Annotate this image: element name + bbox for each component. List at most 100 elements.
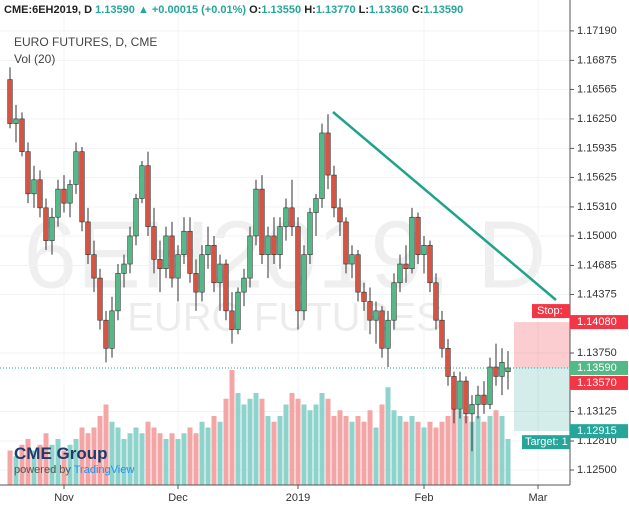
volume-bar [199, 421, 205, 485]
volume-bar [97, 416, 103, 485]
volume-bar [205, 427, 211, 485]
volume-bar [49, 444, 55, 485]
y-tick-label: 1.13750 [577, 347, 617, 359]
candle-body [115, 273, 121, 312]
volume-bar [115, 427, 121, 485]
candle-body [463, 380, 469, 415]
price-tag-label: 1.13570 [577, 377, 617, 389]
candle-body [271, 235, 277, 255]
volume-bar [43, 433, 49, 485]
volume-bar [169, 433, 175, 485]
volume-bar [151, 427, 157, 485]
candle-body [139, 165, 145, 199]
candle-body [361, 291, 367, 302]
volume-bar [229, 370, 235, 485]
candle-body [61, 188, 67, 204]
ohlc-key: C: [411, 4, 424, 16]
trend-line [332, 111, 557, 301]
y-tick-label: 1.16250 [577, 113, 617, 125]
legend: EURO FUTURES, D, CME Vol (20) [14, 34, 157, 68]
y-tick-label: 1.16875 [577, 54, 617, 66]
volume-bar [91, 427, 97, 485]
volume-bar [139, 433, 145, 485]
last-price: 1.13590 [95, 4, 135, 16]
candle-body [109, 310, 115, 349]
candle-body [301, 254, 307, 312]
volume-bar [397, 416, 403, 485]
candle-body [319, 132, 325, 199]
volume-name: Vol (20) [14, 52, 56, 66]
volume-bar [505, 439, 511, 485]
platform: TradingView [73, 464, 135, 476]
candle-body [235, 291, 241, 330]
candle-body [199, 254, 205, 293]
candle-body [343, 221, 349, 265]
candle-body [217, 263, 223, 284]
volume-bar [391, 410, 397, 485]
y-tick-label: 1.15625 [577, 171, 617, 183]
candles [7, 67, 511, 452]
candle-body [163, 235, 169, 270]
volume-bar [13, 456, 19, 485]
candle-body [145, 165, 151, 227]
candle-body [493, 366, 499, 377]
candle-body [277, 226, 283, 255]
candle-body [193, 273, 199, 293]
volume-bar [313, 404, 319, 485]
candle-body [37, 179, 43, 209]
volume-bar [67, 444, 73, 485]
candle-body [43, 207, 49, 241]
candle-body [265, 235, 271, 255]
x-tick-label: Feb [415, 492, 434, 504]
volume-pane [7, 370, 511, 485]
y-tick-label: 1.13125 [577, 405, 617, 417]
powered-text: powered by [14, 464, 71, 476]
volume-bar [85, 433, 91, 485]
volume-bar [145, 421, 151, 485]
volume-bar [157, 433, 163, 485]
candle-body [85, 221, 91, 255]
candle-body [499, 362, 505, 377]
volume-bar [439, 421, 445, 485]
candle-body [169, 235, 175, 279]
volume-bar [301, 404, 307, 485]
candle-body [283, 207, 289, 227]
candle-body [97, 277, 103, 321]
brand: CME Group [14, 444, 108, 463]
symbol: CME:6EH2019, D [4, 4, 93, 16]
ohlc-key: H: [304, 4, 316, 16]
y-tick-label: 1.16565 [577, 83, 617, 95]
volume-bar [61, 450, 67, 485]
candle-body [487, 366, 493, 405]
ohlc-value: 1.13360 [369, 4, 409, 16]
volume-bar [259, 398, 265, 485]
candle-body [295, 226, 301, 312]
candle-body [25, 151, 31, 195]
volume-bar [7, 450, 13, 485]
candle-body [175, 254, 181, 279]
candle-body [391, 282, 397, 321]
volume-bar [289, 393, 295, 485]
volume-bar [367, 410, 373, 485]
candle-body [397, 263, 403, 284]
candle-body [7, 79, 13, 124]
volume-bar [121, 439, 127, 485]
candle-body [445, 348, 451, 377]
volume-bar [499, 416, 505, 485]
volume-bar [37, 444, 43, 485]
volume-bar [349, 421, 355, 485]
volume-bar [307, 410, 313, 485]
y-tick-label: 1.15935 [577, 142, 617, 154]
axis-labels: 1.17190 1.16875 1.16565 1.16250 1.15935 1.156… [54, 25, 628, 504]
candle-body [19, 118, 25, 152]
volume-bar [295, 398, 301, 485]
candle-body [313, 198, 319, 213]
ohlc-value: 1.13590 [423, 4, 464, 16]
candle-body [337, 207, 343, 223]
volume-bar [451, 404, 457, 485]
volume-bar [415, 421, 421, 485]
volume-bar [223, 398, 229, 485]
candle-body [31, 179, 37, 195]
price-tag-label: 1.14080 [577, 316, 617, 328]
